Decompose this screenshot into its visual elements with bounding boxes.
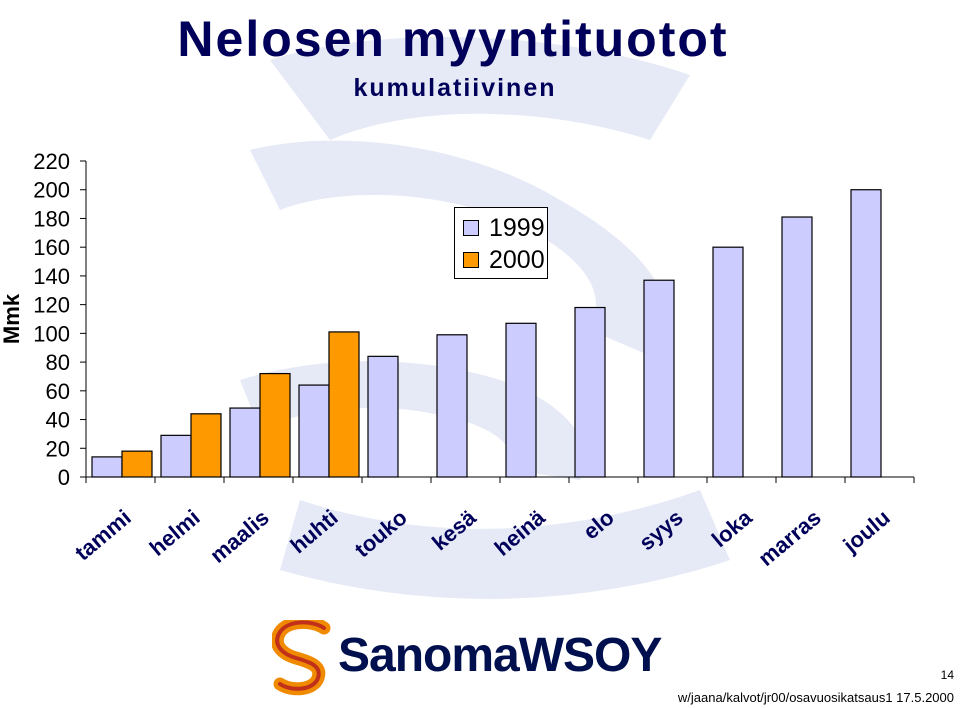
x-tick-label: heinä xyxy=(490,504,551,561)
sanoma-s-logo-icon xyxy=(272,620,331,696)
legend-swatch-2000 xyxy=(463,252,479,268)
y-axis-label: Mmk xyxy=(0,293,24,344)
legend-label-1999: 1999 xyxy=(489,213,545,242)
bar-1999-maalis xyxy=(229,407,261,478)
bar-2000-tammi xyxy=(121,450,153,478)
x-tick-label: loka xyxy=(707,504,757,552)
legend-item-2000: 2000 xyxy=(463,245,545,275)
bar-1999-marras xyxy=(781,216,813,478)
y-tick-label: 140 xyxy=(33,264,70,289)
y-tick-label: 100 xyxy=(33,321,70,346)
bar-2000-maalis xyxy=(259,372,291,478)
y-tick-label: 0 xyxy=(58,465,70,490)
x-tick-label: joulu xyxy=(838,505,895,559)
bar-1999-kesä xyxy=(436,334,468,478)
chart-legend: 1999 2000 xyxy=(454,207,548,279)
x-tick-label: syys xyxy=(634,505,688,556)
page-number: 14 xyxy=(940,668,954,682)
x-tick-label: huhti xyxy=(285,505,342,559)
page-subtitle: kumulatiivinen xyxy=(353,74,557,102)
x-tick-label: helmi xyxy=(145,505,205,561)
bar-1999-joulu xyxy=(850,189,882,478)
bar-1999-tammi xyxy=(91,456,123,478)
bar-1999-loka xyxy=(712,246,744,478)
bar-1999-helmi xyxy=(160,434,192,478)
page-title: Nelosen myyntituotot xyxy=(177,11,729,67)
bar-1999-syys xyxy=(643,279,675,478)
x-tick-label: tammi xyxy=(70,505,136,566)
bar-2000-helmi xyxy=(190,413,222,478)
sanomawsoy-logo: SanomaWSOY xyxy=(272,620,662,700)
bar-1999-elo xyxy=(574,306,606,478)
legend-item-1999: 1999 xyxy=(463,213,545,243)
footer-path: w/jaana/kalvot/jr00/osavuosikatsaus1 17.… xyxy=(677,690,954,705)
bar-1999-huhti xyxy=(298,384,330,478)
x-tick-label: maalis xyxy=(205,505,274,568)
y-tick-label: 220 xyxy=(33,149,70,174)
x-tick-label: touko xyxy=(350,505,412,563)
y-tick-label: 180 xyxy=(33,206,70,231)
y-tick-label: 120 xyxy=(33,293,70,318)
y-tick-label: 200 xyxy=(33,178,70,203)
y-tick-label: 60 xyxy=(46,379,70,404)
x-tick-label: elo xyxy=(578,505,618,545)
bar-2000-huhti xyxy=(328,331,360,478)
logo-text: SanomaWSOY xyxy=(338,629,662,682)
legend-swatch-1999 xyxy=(463,220,479,236)
x-tick-label: marras xyxy=(753,505,825,571)
y-tick-label: 40 xyxy=(46,408,70,433)
bar-1999-heinä xyxy=(505,322,537,478)
y-tick-label: 80 xyxy=(46,350,70,375)
bar-1999-touko xyxy=(367,355,399,478)
y-tick-label: 20 xyxy=(46,436,70,461)
x-tick-label: kesä xyxy=(427,504,481,555)
y-tick-label: 160 xyxy=(33,235,70,260)
legend-label-2000: 2000 xyxy=(489,245,545,274)
